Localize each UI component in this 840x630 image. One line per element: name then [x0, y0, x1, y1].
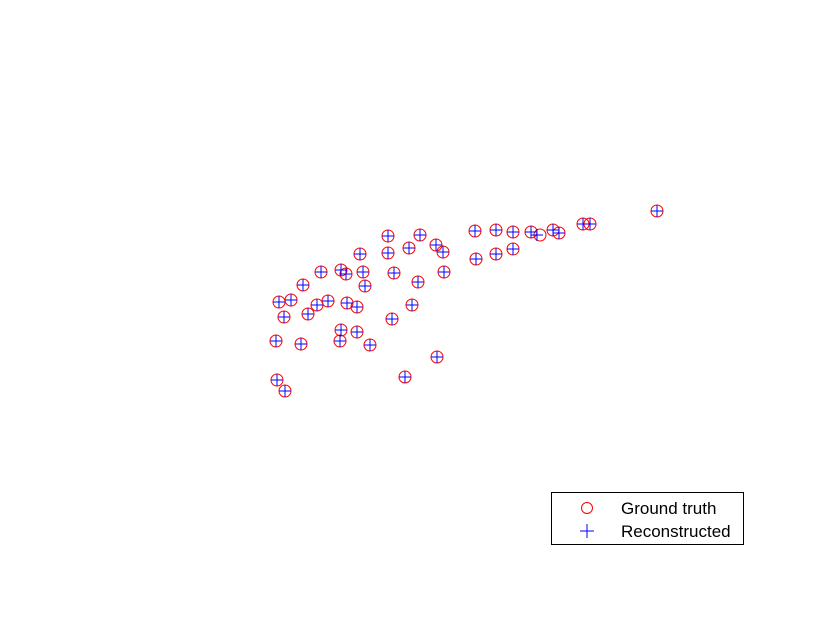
reconstructed-point — [295, 338, 307, 350]
reconstructed-point — [406, 299, 418, 311]
reconstructed-point — [531, 229, 543, 241]
reconstructed-point — [273, 296, 285, 308]
legend-ground-truth-marker — [581, 502, 593, 514]
reconstructed-point — [297, 279, 309, 291]
reconstructed-point — [315, 266, 327, 278]
reconstructed-point — [354, 248, 366, 260]
reconstructed-point — [271, 374, 283, 386]
reconstructed-point — [382, 247, 394, 259]
legend-box — [551, 492, 744, 545]
reconstructed-point — [438, 266, 450, 278]
reconstructed-point — [412, 276, 424, 288]
reconstructed-point — [341, 297, 353, 309]
legend: Ground truth Reconstructed — [551, 492, 744, 545]
reconstructed-point — [403, 242, 415, 254]
reconstructed-point — [437, 246, 449, 258]
reconstructed-point — [335, 324, 347, 336]
reconstructed-point — [470, 253, 482, 265]
reconstructed-point — [584, 218, 596, 230]
reconstructed-point — [382, 230, 394, 242]
reconstructed-point — [430, 239, 442, 251]
reconstructed-point — [359, 280, 371, 292]
reconstructed-point — [335, 264, 347, 276]
reconstructed-point — [357, 266, 369, 278]
reconstructed-point — [386, 313, 398, 325]
reconstructed-point — [311, 299, 323, 311]
reconstructed-point — [388, 267, 400, 279]
reconstructed-point — [322, 295, 334, 307]
reconstructed-point — [399, 371, 411, 383]
reconstructed-point — [278, 311, 290, 323]
reconstructed-point — [651, 205, 663, 217]
legend-ground-truth-label: Ground truth — [621, 499, 716, 518]
reconstructed-point — [364, 339, 376, 351]
reconstructed-point — [270, 335, 282, 347]
reconstructed-point — [490, 224, 502, 236]
reconstructed-point — [490, 248, 502, 260]
reconstructed-point — [507, 243, 519, 255]
reconstructed-point — [507, 226, 519, 238]
reconstructed-series — [270, 205, 663, 397]
legend-reconstructed-label: Reconstructed — [621, 522, 731, 541]
reconstructed-point — [469, 225, 481, 237]
reconstructed-point — [334, 335, 346, 347]
reconstructed-point — [351, 301, 363, 313]
reconstructed-point — [302, 308, 314, 320]
reconstructed-point — [414, 229, 426, 241]
reconstructed-point — [351, 326, 363, 338]
reconstructed-point — [547, 224, 559, 236]
reconstructed-point — [285, 294, 297, 306]
reconstructed-point — [431, 351, 443, 363]
legend-reconstructed-marker — [580, 524, 594, 538]
reconstructed-point — [279, 385, 291, 397]
reconstructed-point — [553, 227, 565, 239]
reconstructed-point — [525, 226, 537, 238]
